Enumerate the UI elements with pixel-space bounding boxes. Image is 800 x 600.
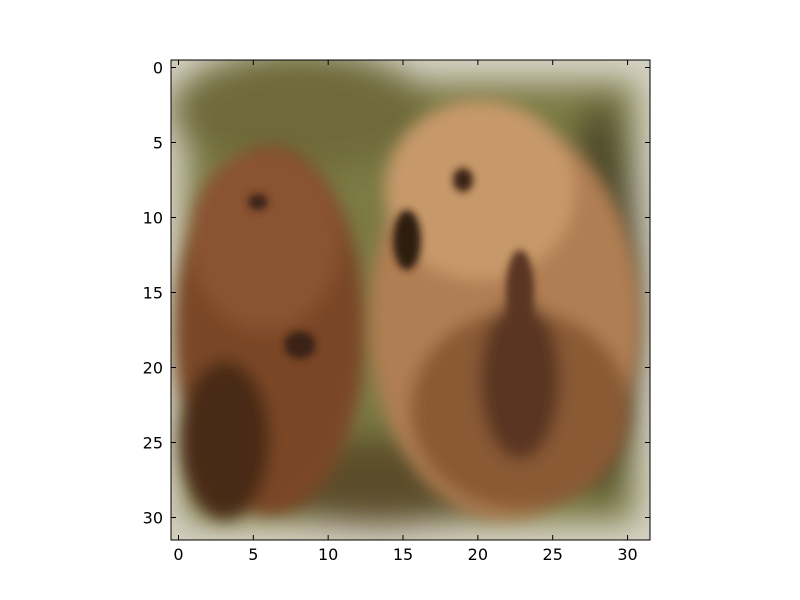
x-tick-label: 10 [318, 545, 338, 564]
bear-photo [171, 60, 650, 540]
y-tick-label: 15 [143, 284, 163, 303]
x-tick-label: 30 [617, 545, 637, 564]
y-tick-label: 30 [143, 509, 163, 528]
y-tick-label: 25 [143, 434, 163, 453]
x-tick-label: 0 [173, 545, 183, 564]
y-tick-label: 10 [143, 209, 163, 228]
y-tick-label: 0 [153, 59, 163, 78]
y-tick-label: 5 [153, 134, 163, 153]
y-axis: 0 5 10 15 20 25 30 [143, 59, 650, 528]
axes-frame [170, 59, 651, 541]
x-tick-label: 15 [393, 545, 413, 564]
x-tick-label: 20 [468, 545, 488, 564]
x-axis: 0 5 10 15 20 25 30 [173, 60, 638, 564]
y-tick-label: 20 [143, 359, 163, 378]
x-tick-label: 5 [248, 545, 258, 564]
x-tick-label: 25 [543, 545, 563, 564]
